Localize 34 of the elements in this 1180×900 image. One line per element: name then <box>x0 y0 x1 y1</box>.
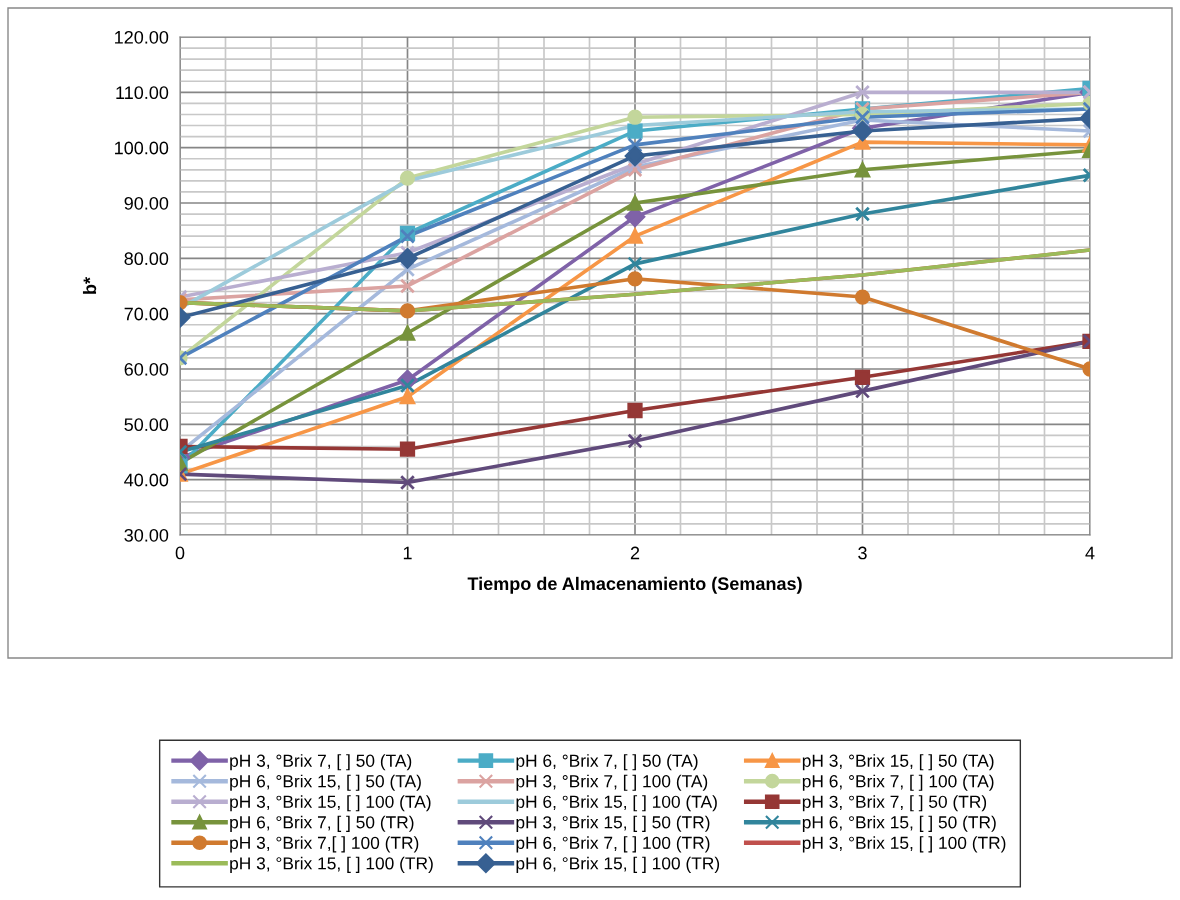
x-tick-label: 0 <box>175 546 185 560</box>
legend-label: pH 3, °Brix 15, [ ] 50 (TA) <box>802 754 994 771</box>
y-tick-label: 100.00 <box>115 141 169 155</box>
y-axis-title: b* <box>82 276 97 294</box>
legend-label: pH 3, °Brix 15, [ ] 100 (TR) <box>802 836 1006 853</box>
y-tick-label: 50.00 <box>124 418 169 432</box>
legend-label: pH 3, °Brix 7, [ ] 50 (TR) <box>802 795 987 812</box>
legend-label: pH 6, °Brix 15, [ ] 50 (TA) <box>230 774 421 791</box>
x-tick-label: 2 <box>630 546 640 560</box>
y-tick-label: 30.00 <box>124 528 169 542</box>
y-tick-label: 70.00 <box>124 307 169 321</box>
legend-label: pH 3, °Brix 7,[ ] 100 (TR) <box>230 836 419 853</box>
legend-label: pH 6, °Brix 15, [ ] 50 (TR) <box>802 815 996 832</box>
legend-label: pH 3, °Brix 15, [ ] 100 (TA) <box>230 795 431 812</box>
y-tick-label: 90.00 <box>124 196 169 210</box>
x-tick-label: 4 <box>1085 546 1095 560</box>
legend-label: pH 6, °Brix 7, [ ] 50 (TR) <box>230 815 414 832</box>
x-axis-title: Tiempo de Almacenamiento (Semanas) <box>467 576 802 594</box>
y-tick-label: 40.00 <box>124 473 169 487</box>
x-tick-label: 1 <box>403 546 412 560</box>
x-tick-label: 3 <box>858 546 867 560</box>
legend-label: pH 3, °Brix 15, [ ] 50 (TR) <box>516 815 710 832</box>
y-tick-label: 120.00 <box>115 30 169 44</box>
legend-label: pH 3, °Brix 15, [ ] 100 (TR) <box>230 856 433 873</box>
legend-label: pH 3, °Brix 7, [ ] 100 (TA) <box>516 774 708 791</box>
y-tick-label: 80.00 <box>124 252 169 266</box>
legend-label: pH 6, °Brix 7, [ ] 100 (TR) <box>516 836 710 853</box>
y-tick-label: 110.00 <box>116 86 169 100</box>
legend-label: pH 6, °Brix 15, [ ] 100 (TR) <box>516 856 720 873</box>
legend-label: pH 6, °Brix 7, [ ] 50 (TA) <box>516 754 698 771</box>
legend-label: pH 6, °Brix 15, [ ] 100 (TA) <box>516 795 717 812</box>
legend-label: pH 6, °Brix 7, [ ] 100 (TA) <box>802 774 994 791</box>
y-tick-label: 60.00 <box>124 362 169 376</box>
legend-label: pH 3, °Brix 7, [ ] 50 (TA) <box>230 754 412 771</box>
